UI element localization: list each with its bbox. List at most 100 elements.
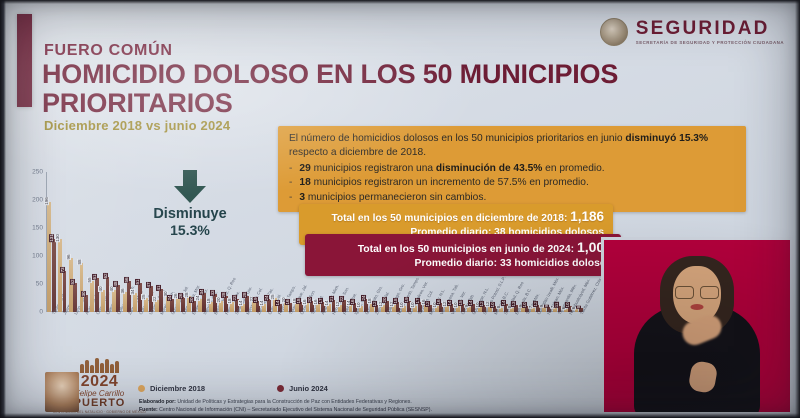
felipe-carrillo-puerto-emblem: 2024 Felipe Carrillo PUERTO CENTENARIO D…: [45, 356, 152, 416]
chart-bar-group: 12 22 Puebla, Pue.: [334, 292, 358, 315]
chart-bar: 24: [167, 294, 175, 312]
chart-bar: 40: [98, 285, 105, 312]
chart-bar: 41: [156, 285, 164, 312]
chart-bar-group: 2547Uruapan, Mich.: [141, 281, 166, 315]
chart-bar: 18: [205, 297, 213, 312]
mexico-seal-icon: [599, 18, 628, 46]
chart-bar: 12: [479, 301, 487, 312]
list-item: - 3 municipios permanecieron sin cambios…: [289, 191, 737, 205]
bar-value-label: 19: [403, 297, 409, 304]
chart-bar: 9: [517, 304, 525, 312]
glasses-icon: [675, 286, 719, 299]
chart-bar-group: 2016Tlaquepaque, Jal.: [280, 284, 308, 315]
chart-bar: 16: [436, 299, 444, 312]
bar-value-label: 22: [339, 295, 345, 302]
chart-bar: 12: [371, 301, 379, 312]
chart-bar-group: 18 23 Salamanca, Gto.: [227, 285, 253, 315]
chart-bar: 52: [70, 278, 78, 312]
bar-value-label: 131: [48, 233, 54, 242]
legend-dot-icon: [138, 385, 145, 392]
total-diciembre-line2: Promedio diario: 38 homicidios dolosos: [410, 227, 604, 239]
chart-bar: 10: [489, 302, 497, 312]
chart-bar-group: 7 12 Cuautitlán Izcalli, Méx.: [528, 276, 560, 315]
bar-value-label: 20: [306, 296, 312, 303]
bar-value-label: 15: [457, 299, 463, 306]
chart-bar-group: 3024Guadalajara, Jal.: [162, 285, 189, 315]
chart-bar: 17: [414, 298, 422, 312]
note-lead: El número de homicidios dolosos en los 5…: [289, 132, 737, 161]
chart-bar-group: 10 12 San Luis Potosí, S.L.P.: [474, 275, 506, 315]
bar-value-label: 52: [70, 278, 76, 285]
chart-bar-group: 1017Tecomán, Col.: [410, 289, 434, 315]
note-lead-bold: disminuyó 15.3%: [625, 133, 709, 144]
chart-bar-group: 14 24 Colima, Col.: [259, 293, 282, 315]
chart-bar: 34: [130, 289, 138, 312]
bar-value-label: 16: [285, 299, 291, 306]
chart-bar: 26: [173, 293, 181, 312]
chart-bar: 73: [59, 267, 67, 312]
slide-kicker: FUERO COMÚN: [44, 42, 173, 59]
bar-value-label: 56: [124, 276, 130, 283]
bar-value-label: 28: [220, 292, 226, 299]
total-junio-box: Total en los 50 municipios en junio de 2…: [305, 234, 621, 277]
portrait-icon: [45, 372, 79, 412]
monitor-bezel-top: [0, 0, 800, 4]
chart-bar: 14: [237, 300, 245, 312]
bar-value-label: 25: [141, 294, 147, 300]
chart-bar-group: 1421Hermosillo, Son.: [324, 286, 350, 315]
chart-bar: 13: [511, 300, 519, 312]
chart-bar: 20: [306, 296, 314, 312]
chart-bar: 16: [350, 299, 357, 312]
chart-bar: 9: [463, 304, 471, 312]
emblem-tagline: CENTENARIO DEL NATALICIO · GOBIERNO DE M…: [53, 409, 146, 414]
bar-value-label: 36: [119, 287, 125, 294]
chart-bar: 22: [339, 295, 347, 312]
chart-bar-group: 1210Mexicali, B.C.: [485, 290, 509, 315]
page-title: HOMICIDIO DOLOSO EN LOS 50 MUNICIPIOS PR…: [42, 59, 619, 119]
y-tick-label: 250: [32, 168, 43, 176]
bar-value-label: 20: [188, 296, 194, 303]
summary-note-panel: El número de homicidios dolosos en los 5…: [278, 126, 746, 213]
seguridad-brand: SEGURIDAD SECRETARÍA DE SEGURIDAD Y PROT…: [599, 18, 784, 46]
chart-bar-group: 1220Chilpancingo, Gro.: [377, 282, 406, 315]
bullet-text: 29 municipios registraron una disminució…: [299, 162, 605, 174]
chart-bar: 18: [393, 297, 401, 312]
chart-bar: 20: [216, 296, 224, 312]
chart-bar: 6: [571, 305, 579, 312]
bar-value-label: 24: [194, 294, 200, 301]
chart-bar-group: 3656Zamora, Mich.: [119, 276, 144, 315]
chart-bar-group: 7 11 Tlalnepantla, Méx.: [549, 283, 578, 315]
chart-bar: 16: [420, 299, 428, 312]
bar-value-label: 196: [44, 197, 50, 206]
brand-subtitle: SECRETARÍA DE SEGURIDAD Y PROTECCIÓN CIU…: [635, 39, 784, 45]
chart-bar-group: 910Toluca, Méx.: [517, 292, 540, 315]
emblem-puerto: PUERTO: [73, 397, 126, 409]
chart-bar-group: 196131Tijuana, B.C.: [44, 197, 67, 315]
chart-bar: 7: [549, 305, 557, 312]
note-lead-2: respecto a diciembre de 2018.: [289, 147, 427, 159]
chart-bar: 16: [285, 299, 293, 312]
chart-bar: 18: [291, 297, 299, 312]
chart-bar: 10: [399, 302, 407, 312]
monitor-bezel-left: [0, 0, 6, 418]
bar-value-label: 130: [55, 234, 60, 243]
callout-line1: Disminuye: [153, 206, 227, 222]
legend-label: Diciembre 2018: [150, 384, 206, 393]
chart-bar: 23: [231, 295, 239, 312]
chart-bar: 88: [76, 258, 84, 312]
chart-bar: 12: [442, 301, 450, 312]
total-diciembre-line1: Total en los 50 municipios en diciembre …: [331, 209, 604, 224]
crowd-silhouette-icon: [47, 356, 152, 373]
chart-bar: 28: [220, 292, 228, 312]
chart-bar-group: 6 10 Nezahualcóyotl, Méx.: [560, 278, 591, 315]
total-junio-line2: Promedio diario: 33 homicidios dolosos: [414, 258, 612, 270]
chart-bar: 30: [81, 291, 88, 312]
chart-bar: 15: [457, 299, 465, 312]
chart-bar: 12: [388, 301, 396, 312]
y-tick-label: 50: [35, 280, 43, 288]
chart-bar: 61: [91, 273, 99, 312]
bar-value-label: 10: [356, 302, 362, 309]
chart-bar: 51: [134, 279, 142, 312]
bar-value-label: 48: [113, 281, 119, 288]
chart-bar: 16: [313, 299, 321, 312]
